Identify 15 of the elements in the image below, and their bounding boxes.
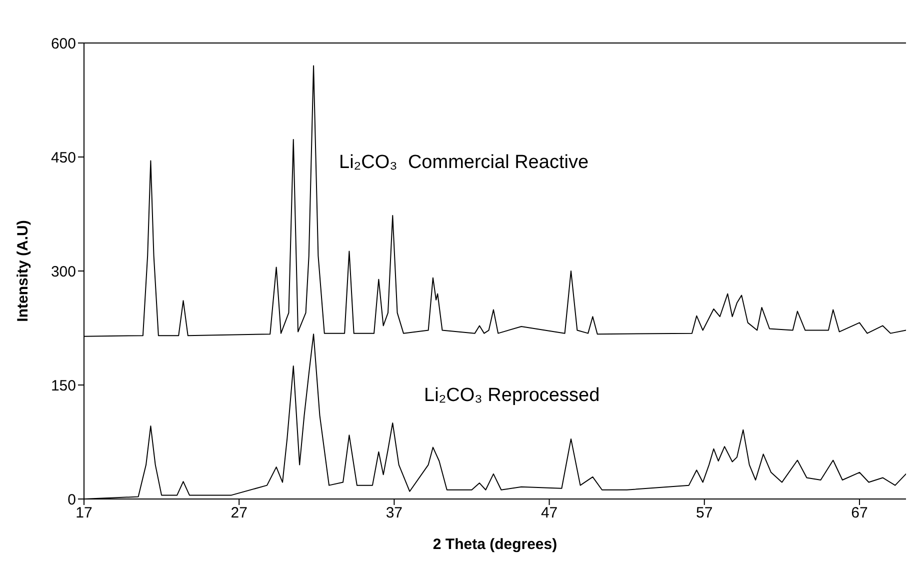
y-tick-label: 0	[68, 491, 76, 508]
x-tick-label: 57	[696, 504, 713, 522]
x-tick-label: 47	[540, 504, 558, 522]
x-tick-label: 67	[851, 504, 868, 522]
x-tick-label: 27	[230, 504, 248, 522]
y-axis-title: Intensity (A.U)	[14, 220, 32, 322]
x-tick-label: 17	[76, 504, 92, 522]
series-label: Li₂CO₃ Commercial Reactive	[339, 152, 589, 174]
x-tick-label: 37	[386, 504, 403, 522]
x-axis-title: 2 Theta (degrees)	[432, 536, 558, 553]
series-label: Li₂CO₃ Reprocessed	[424, 385, 600, 407]
y-tick-label: 300	[50, 263, 76, 280]
y-tick-label: 150	[50, 377, 76, 394]
y-tick-label: 600	[50, 35, 76, 52]
y-tick-label: 450	[50, 149, 76, 166]
